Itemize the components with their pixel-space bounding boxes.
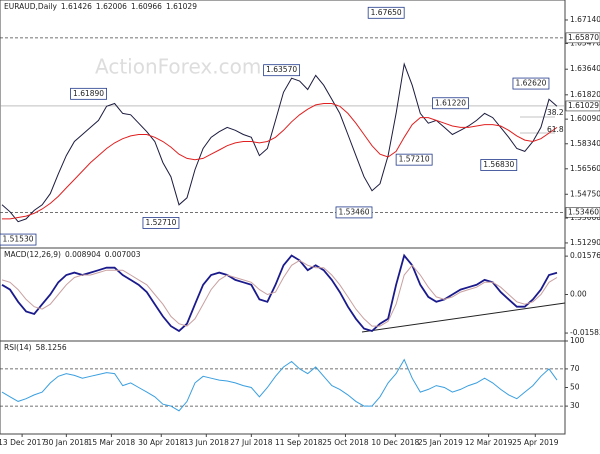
level-label: 1.65870 [568,33,599,42]
annotation-label: 1.57210 [399,155,430,164]
series-line [1,62,558,223]
panel-title: EURAUD,Daily [4,2,57,11]
level-label: 1.61029 [568,101,599,110]
quote-value: 1.60966 [131,2,162,11]
x-tick-label: 10 Dec 2018 [371,438,419,447]
macd-panel [0,247,566,342]
fib-label: 61.8 [547,125,564,134]
y-tick-label: 0.00 [570,290,587,299]
annotation-box [142,217,180,229]
level-label: 1.53460 [568,207,599,216]
annotation-box [480,159,518,171]
quote-value: 1.61426 [61,2,92,11]
x-tick-label: 30 Apr 2018 [138,438,185,447]
annotation-label: 1.62620 [515,79,546,88]
quote-value: 1.61029 [166,2,197,11]
x-tick-label: 25 Oct 2018 [322,438,369,447]
series-line [1,358,558,412]
quote-value: 0.007003 [105,250,141,259]
annotation-label: 1.61220 [435,98,466,107]
y-tick-label: 1.51290 [570,238,600,247]
x-tick-label: 15 Mar 2018 [88,438,136,447]
y-tick-label: 1.54750 [570,189,600,198]
annotation-box [0,233,37,246]
y-tick-label: 1.60090 [570,114,600,123]
panel-title: MACD(12,26,9) [4,250,61,259]
annotation-box [432,97,469,110]
x-tick-label: 25 Apr 2019 [512,438,559,447]
y-tick-label: 50 [570,383,580,392]
annotation-label: 1.53460 [338,207,369,216]
y-tick-label: 1.67140 [570,15,600,24]
y-tick-label: 1.56560 [570,164,600,173]
level-box [565,100,600,112]
level-box [565,32,600,44]
x-tick-label: 30 Jan 2018 [44,438,89,447]
y-tick-label: 70 [570,364,580,373]
annotation-box [367,6,405,19]
y-tick-label: 0.015762 [570,251,600,260]
annotation-label: 1.52710 [145,218,176,227]
annotation-box [512,77,550,90]
annotation-label: 1.61890 [73,89,104,98]
x-tick-label: 13 Dec 2017 [0,438,46,447]
series-line [2,103,558,220]
annotation-box [263,64,301,77]
x-tick-label: 25 Jan 2019 [418,438,463,447]
y-tick-label: 1.61820 [570,90,600,99]
x-tick-label: 11 Sep 2018 [275,438,323,447]
quote-value: 1.62006 [96,2,127,11]
y-tick-label: 1.58340 [570,139,600,148]
watermark: ActionForex.com [95,55,261,79]
annotation-label: 1.63570 [266,65,297,74]
price-panel [0,0,566,249]
x-tick-label: 12 Mar 2019 [465,438,513,447]
annotation-box [395,153,433,166]
trend-line [361,302,566,333]
x-tick-label: 13 Jun 2018 [184,438,229,447]
y-tick-label: 100 [570,336,585,345]
annotation-box [335,206,373,219]
annotation-label: 1.56830 [483,160,514,169]
quote-value: 0.008904 [65,250,101,259]
annotation-label: 1.67650 [371,8,402,17]
level-box [565,207,600,218]
series-line [1,253,558,333]
y-tick-label: 30 [570,401,580,410]
rsi-panel [0,340,566,435]
fib-label: 38.2 [547,108,564,117]
x-tick-label: 27 Jul 2018 [230,438,273,447]
annotation-box [70,87,107,100]
y-tick-label: 1.63640 [570,64,600,73]
annotation-label: 1.51530 [2,235,33,244]
series-line [1,259,558,327]
y-tick-label: -0.015834 [570,328,600,337]
panel-title: RSI(14) [4,343,32,352]
quote-value: 58.1256 [36,343,67,352]
